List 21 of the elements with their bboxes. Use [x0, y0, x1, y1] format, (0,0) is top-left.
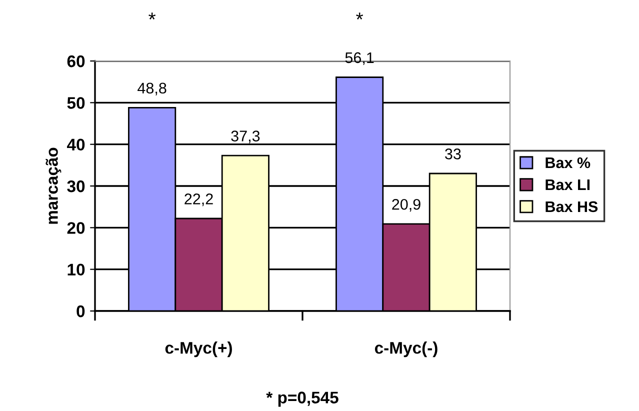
- x-tick-label: c-Myc(-): [374, 342, 438, 358]
- data-label: 22,2: [184, 194, 213, 206]
- y-tick-label: 0: [76, 305, 85, 318]
- y-tick-label: 20: [67, 222, 85, 234]
- legend-label: Bax HS: [546, 201, 598, 212]
- legend-label: Bax LI: [546, 179, 590, 190]
- data-label: 48,8: [138, 82, 166, 96]
- y-tick-label: 30: [67, 180, 85, 192]
- data-label: 37,3: [231, 130, 260, 144]
- legend-label: Bax %: [546, 157, 590, 168]
- data-label: 33: [445, 148, 461, 160]
- text: * p=0,545: [266, 392, 338, 407]
- x-tick-label: c-Myc(+): [165, 342, 232, 358]
- y-tick-label: 50: [67, 97, 85, 109]
- data-label: 20,9: [392, 198, 420, 212]
- text: *: [148, 12, 156, 20]
- text: *: [356, 12, 364, 20]
- y-axis-title: marcação: [46, 148, 62, 224]
- y-tick-label: 40: [66, 138, 85, 151]
- y-tick-label: 10: [68, 264, 85, 276]
- y-tick-label: 60: [67, 55, 85, 68]
